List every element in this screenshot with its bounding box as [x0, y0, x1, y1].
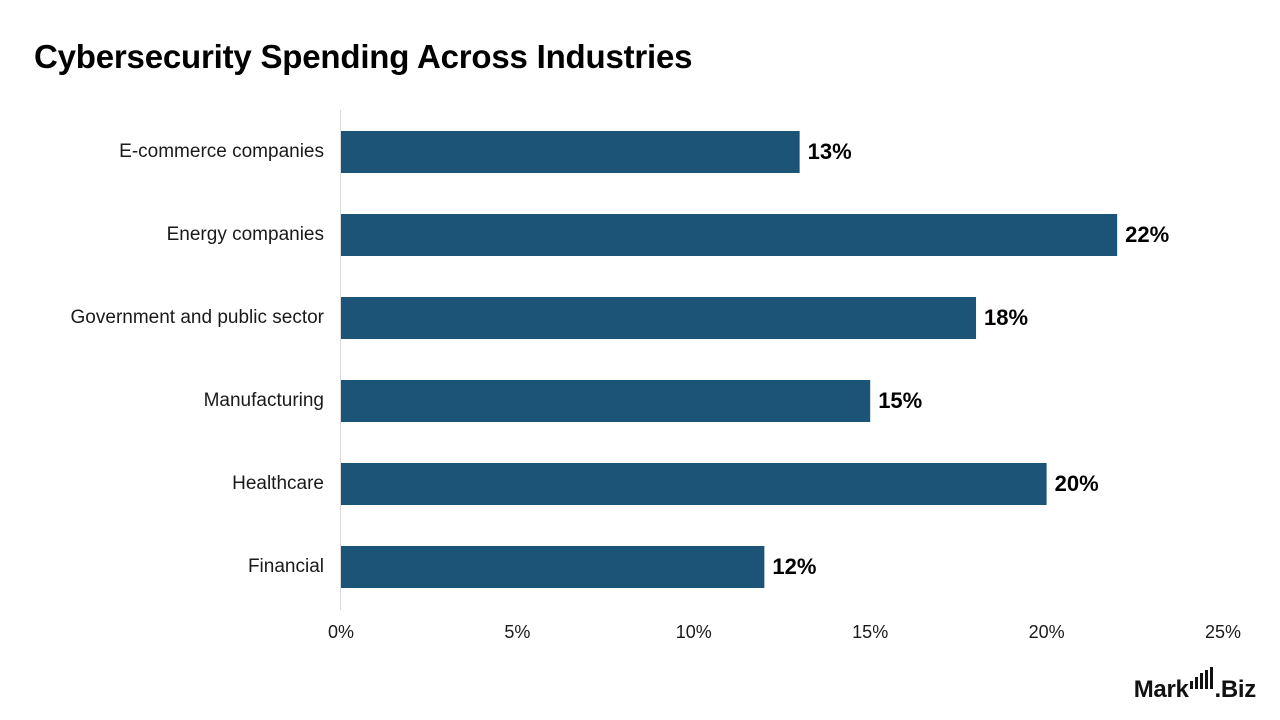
x-tick-label: 20% [1029, 622, 1065, 642]
brand-name-part-1: Mark [1133, 676, 1189, 703]
x-tick-label: 10% [676, 622, 712, 642]
category-label: Government and public sector [71, 307, 325, 328]
category-label: Healthcare [232, 473, 324, 494]
bar-4 [341, 463, 1047, 505]
chart-title: Cybersecurity Spending Across Industries [34, 38, 693, 75]
category-label: Energy companies [167, 224, 324, 245]
x-tick-label: 5% [504, 622, 530, 642]
brand-name-part-2: .Biz [1214, 676, 1257, 703]
value-label: 13% [808, 139, 852, 164]
bar-3 [341, 380, 871, 422]
value-label: 22% [1125, 222, 1169, 247]
category-label: Manufacturing [204, 390, 324, 411]
market-biz-logo: Mark .Biz [1134, 667, 1256, 704]
x-tick-label: 0% [328, 622, 354, 642]
value-label: 15% [878, 388, 922, 413]
value-label: 20% [1055, 471, 1099, 496]
bar-1 [341, 214, 1118, 256]
bar-2 [341, 297, 977, 339]
bar-5 [341, 546, 765, 588]
category-label: Financial [248, 556, 324, 577]
x-tick-label: 15% [852, 622, 888, 642]
bar-chart-logo-icon [1189, 667, 1213, 689]
bar-0 [341, 131, 800, 173]
value-label: 18% [984, 305, 1028, 330]
value-label: 12% [772, 554, 816, 579]
category-label: E-commerce companies [119, 141, 324, 162]
x-tick-label: 25% [1205, 622, 1241, 642]
